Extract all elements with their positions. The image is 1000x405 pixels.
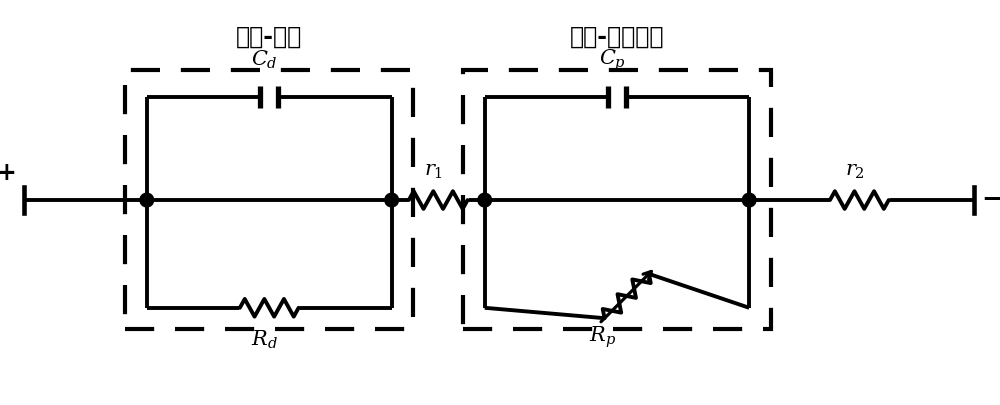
Circle shape xyxy=(140,193,154,207)
Text: +: + xyxy=(0,161,17,185)
Text: $C_p$: $C_p$ xyxy=(599,47,626,73)
Text: 表皮-电极: 表皮-电极 xyxy=(236,24,302,49)
Text: $r_2$: $r_2$ xyxy=(845,161,864,181)
Text: $R_d$: $R_d$ xyxy=(251,329,278,351)
Text: $r_1$: $r_1$ xyxy=(424,161,443,181)
Text: −: − xyxy=(981,187,1000,213)
Text: $R_p$: $R_p$ xyxy=(589,324,616,350)
Circle shape xyxy=(385,193,399,207)
Circle shape xyxy=(478,193,492,207)
Circle shape xyxy=(742,193,756,207)
Bar xyxy=(463,70,771,329)
Bar xyxy=(125,70,413,329)
Text: 表皮-深层组织: 表皮-深层组织 xyxy=(570,24,664,49)
Text: $C_d$: $C_d$ xyxy=(251,49,278,71)
